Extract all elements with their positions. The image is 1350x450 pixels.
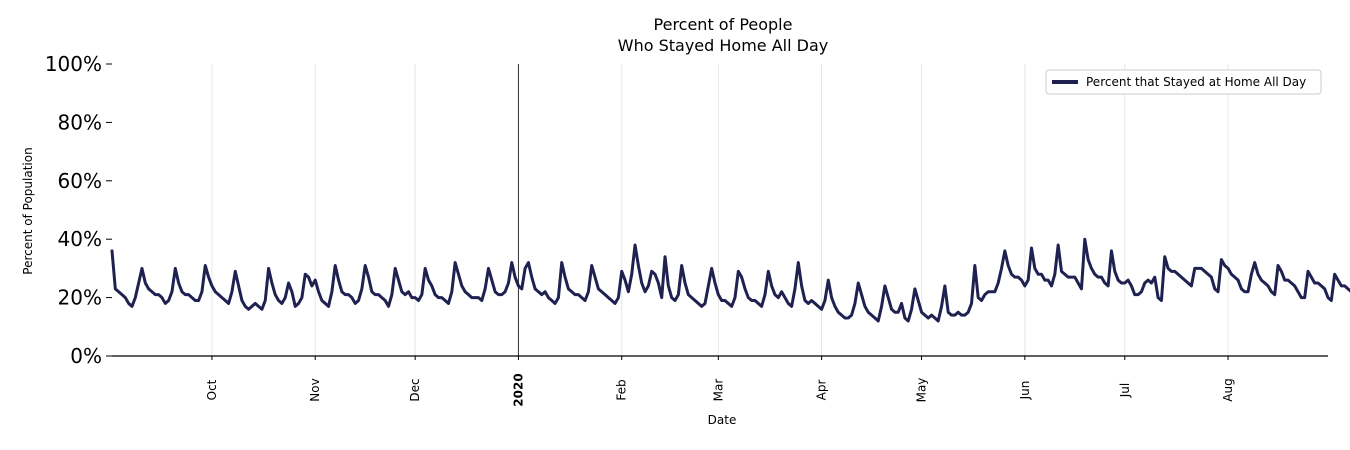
y-tick-label: 60% — [58, 169, 102, 193]
x-tick-label: Aug — [1221, 378, 1235, 401]
x-tick-label: Feb — [615, 379, 629, 400]
x-axis-label: Date — [708, 413, 737, 427]
legend-box — [1045, 69, 1322, 95]
series-line — [110, 237, 1350, 323]
x-tick-label: Jul — [1118, 383, 1132, 398]
chart-title: Percent of People — [654, 15, 793, 34]
x-tick-label: Nov — [308, 378, 322, 401]
series-layer — [110, 237, 1350, 323]
y-tick-label: 100% — [45, 52, 102, 76]
y-tick-label: 80% — [58, 110, 102, 134]
x-axis: Oct Nov Dec 2020 Feb Mar Apr May Jun Jul Aug — [112, 355, 1328, 407]
x-tick-label: Apr — [815, 380, 829, 401]
y-tick-label: 20% — [58, 286, 102, 310]
x-tick-label: Dec — [408, 378, 422, 401]
y-tick-label: 0% — [70, 344, 102, 368]
x-tick-label: May — [915, 378, 929, 403]
y-tick-label: 40% — [58, 227, 102, 251]
y-axis-label: Percent of Population — [21, 147, 35, 274]
x-tick-label: 2020 — [511, 373, 525, 406]
vertical-gridlines — [211, 64, 1229, 356]
x-tick-label: Mar — [711, 379, 725, 402]
chart-subtitle: Who Stayed Home All Day — [618, 36, 828, 55]
legend: Percent that Stayed at Home All Day — [1045, 69, 1322, 95]
x-tick-label: Jun — [1018, 381, 1032, 401]
x-tick-label: Oct — [205, 379, 219, 400]
legend-label: Percent that Stayed at Home All Day — [1086, 75, 1306, 89]
y-axis: 0% 20% 40% 60% 80% 100% — [45, 52, 112, 368]
